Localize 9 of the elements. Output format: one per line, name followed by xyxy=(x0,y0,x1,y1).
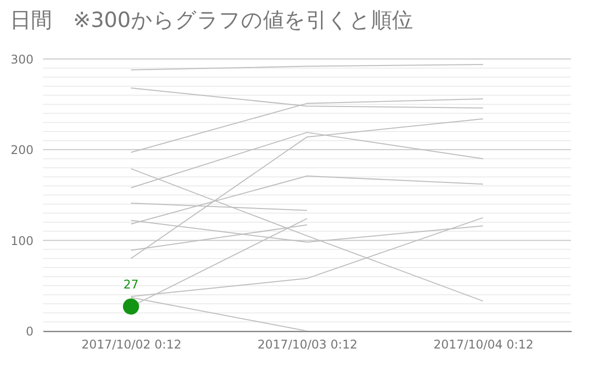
y-tick-label: 0 xyxy=(26,324,34,338)
data-label: 27 xyxy=(123,278,139,292)
y-tick-label: 200 xyxy=(10,143,34,158)
x-tick-label: 2017/10/04 0:12 xyxy=(434,338,534,352)
y-tick-label: 100 xyxy=(10,234,34,248)
x-tick-label: 2017/10/03 0:12 xyxy=(258,338,358,352)
chart-title: 日間 ※300からグラフの値を引くと順位 xyxy=(10,8,413,32)
y-tick-label: 300 xyxy=(10,52,34,66)
x-tick-label: 2017/10/02 0:12 xyxy=(82,338,182,352)
